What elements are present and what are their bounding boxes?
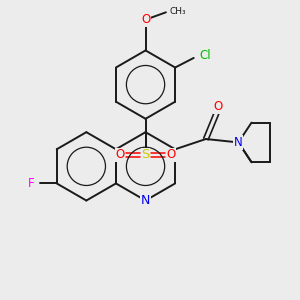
- Text: O: O: [167, 148, 176, 161]
- Text: N: N: [234, 136, 243, 149]
- Text: O: O: [141, 13, 150, 26]
- Text: Cl: Cl: [199, 49, 211, 62]
- Text: CH₃: CH₃: [169, 7, 186, 16]
- Text: O: O: [213, 100, 223, 113]
- Text: N: N: [141, 194, 150, 207]
- Text: F: F: [28, 177, 34, 190]
- Text: S: S: [141, 148, 150, 161]
- Text: O: O: [115, 148, 124, 161]
